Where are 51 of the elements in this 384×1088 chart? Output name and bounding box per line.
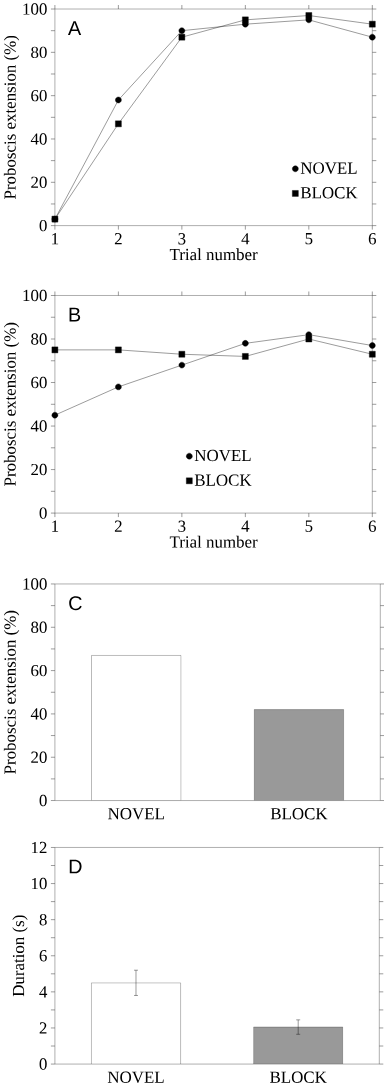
y-tick-label: 4 (39, 986, 47, 998)
x-axis-title: Trial number (169, 248, 258, 261)
y-axis-title: Proboscis extension (%) (3, 322, 19, 486)
y-tick-label: 40 (30, 708, 47, 720)
x-tick-label: 5 (305, 233, 313, 245)
chart-title: C (68, 596, 82, 611)
x-tick-label: 4 (241, 520, 250, 532)
y-axis-title: Duration (s) (12, 915, 28, 997)
y-tick-label: 0 (39, 219, 47, 232)
y-tick-label: 40 (30, 133, 47, 145)
y-axis-title: Proboscis extension (%) (3, 35, 19, 199)
x-tick-label: 6 (368, 520, 376, 532)
legend-label: NOVEL (300, 162, 357, 174)
x-axis-title: Trial number (169, 535, 258, 548)
y-tick-label: 0 (39, 794, 47, 807)
chart-title: B (69, 307, 80, 322)
x-tick-label: 3 (178, 233, 186, 245)
y-tick-label: 20 (31, 176, 47, 189)
y-tick-label: 6 (39, 950, 47, 962)
x-tick-label: 1 (51, 233, 58, 245)
x-tick-label: 2 (114, 233, 122, 245)
x-tick-label: 1 (51, 520, 58, 532)
y-tick-label: 0 (39, 507, 47, 519)
x-tick-label: 3 (178, 520, 186, 532)
x-tick-label: 4 (241, 233, 250, 245)
y-tick-label: 80 (30, 46, 47, 59)
y-tick-label: 100 (23, 3, 47, 15)
y-tick-label: 20 (31, 751, 47, 763)
y-tick-label: 80 (30, 333, 47, 345)
y-tick-label: 20 (31, 463, 47, 476)
y-tick-label: 40 (30, 420, 47, 432)
y-tick-label: 8 (39, 913, 47, 926)
chart-title: A (67, 21, 81, 35)
y-axis-title: Proboscis extension (%) (3, 610, 19, 774)
y-tick-label: 10 (31, 877, 47, 890)
y-tick-label: 0 (39, 1058, 47, 1070)
y-tick-label: 100 (23, 578, 47, 590)
legend-label: NOVEL (194, 449, 251, 462)
y-tick-label: 80 (30, 621, 47, 633)
y-tick-label: 60 (30, 89, 47, 102)
legend-label: BLOCK (300, 187, 358, 199)
y-tick-label: 12 (31, 841, 47, 854)
chart-title: D (69, 859, 82, 874)
legend-label: BLOCK (194, 474, 252, 486)
y-tick-label: 60 (30, 664, 47, 677)
y-tick-label: 2 (39, 1022, 47, 1034)
x-tick-label: 2 (114, 520, 122, 532)
y-tick-label: 60 (30, 376, 47, 389)
x-tick-label: 5 (305, 520, 313, 532)
y-tick-label: 100 (23, 289, 47, 302)
x-tick-label: 6 (368, 233, 376, 245)
